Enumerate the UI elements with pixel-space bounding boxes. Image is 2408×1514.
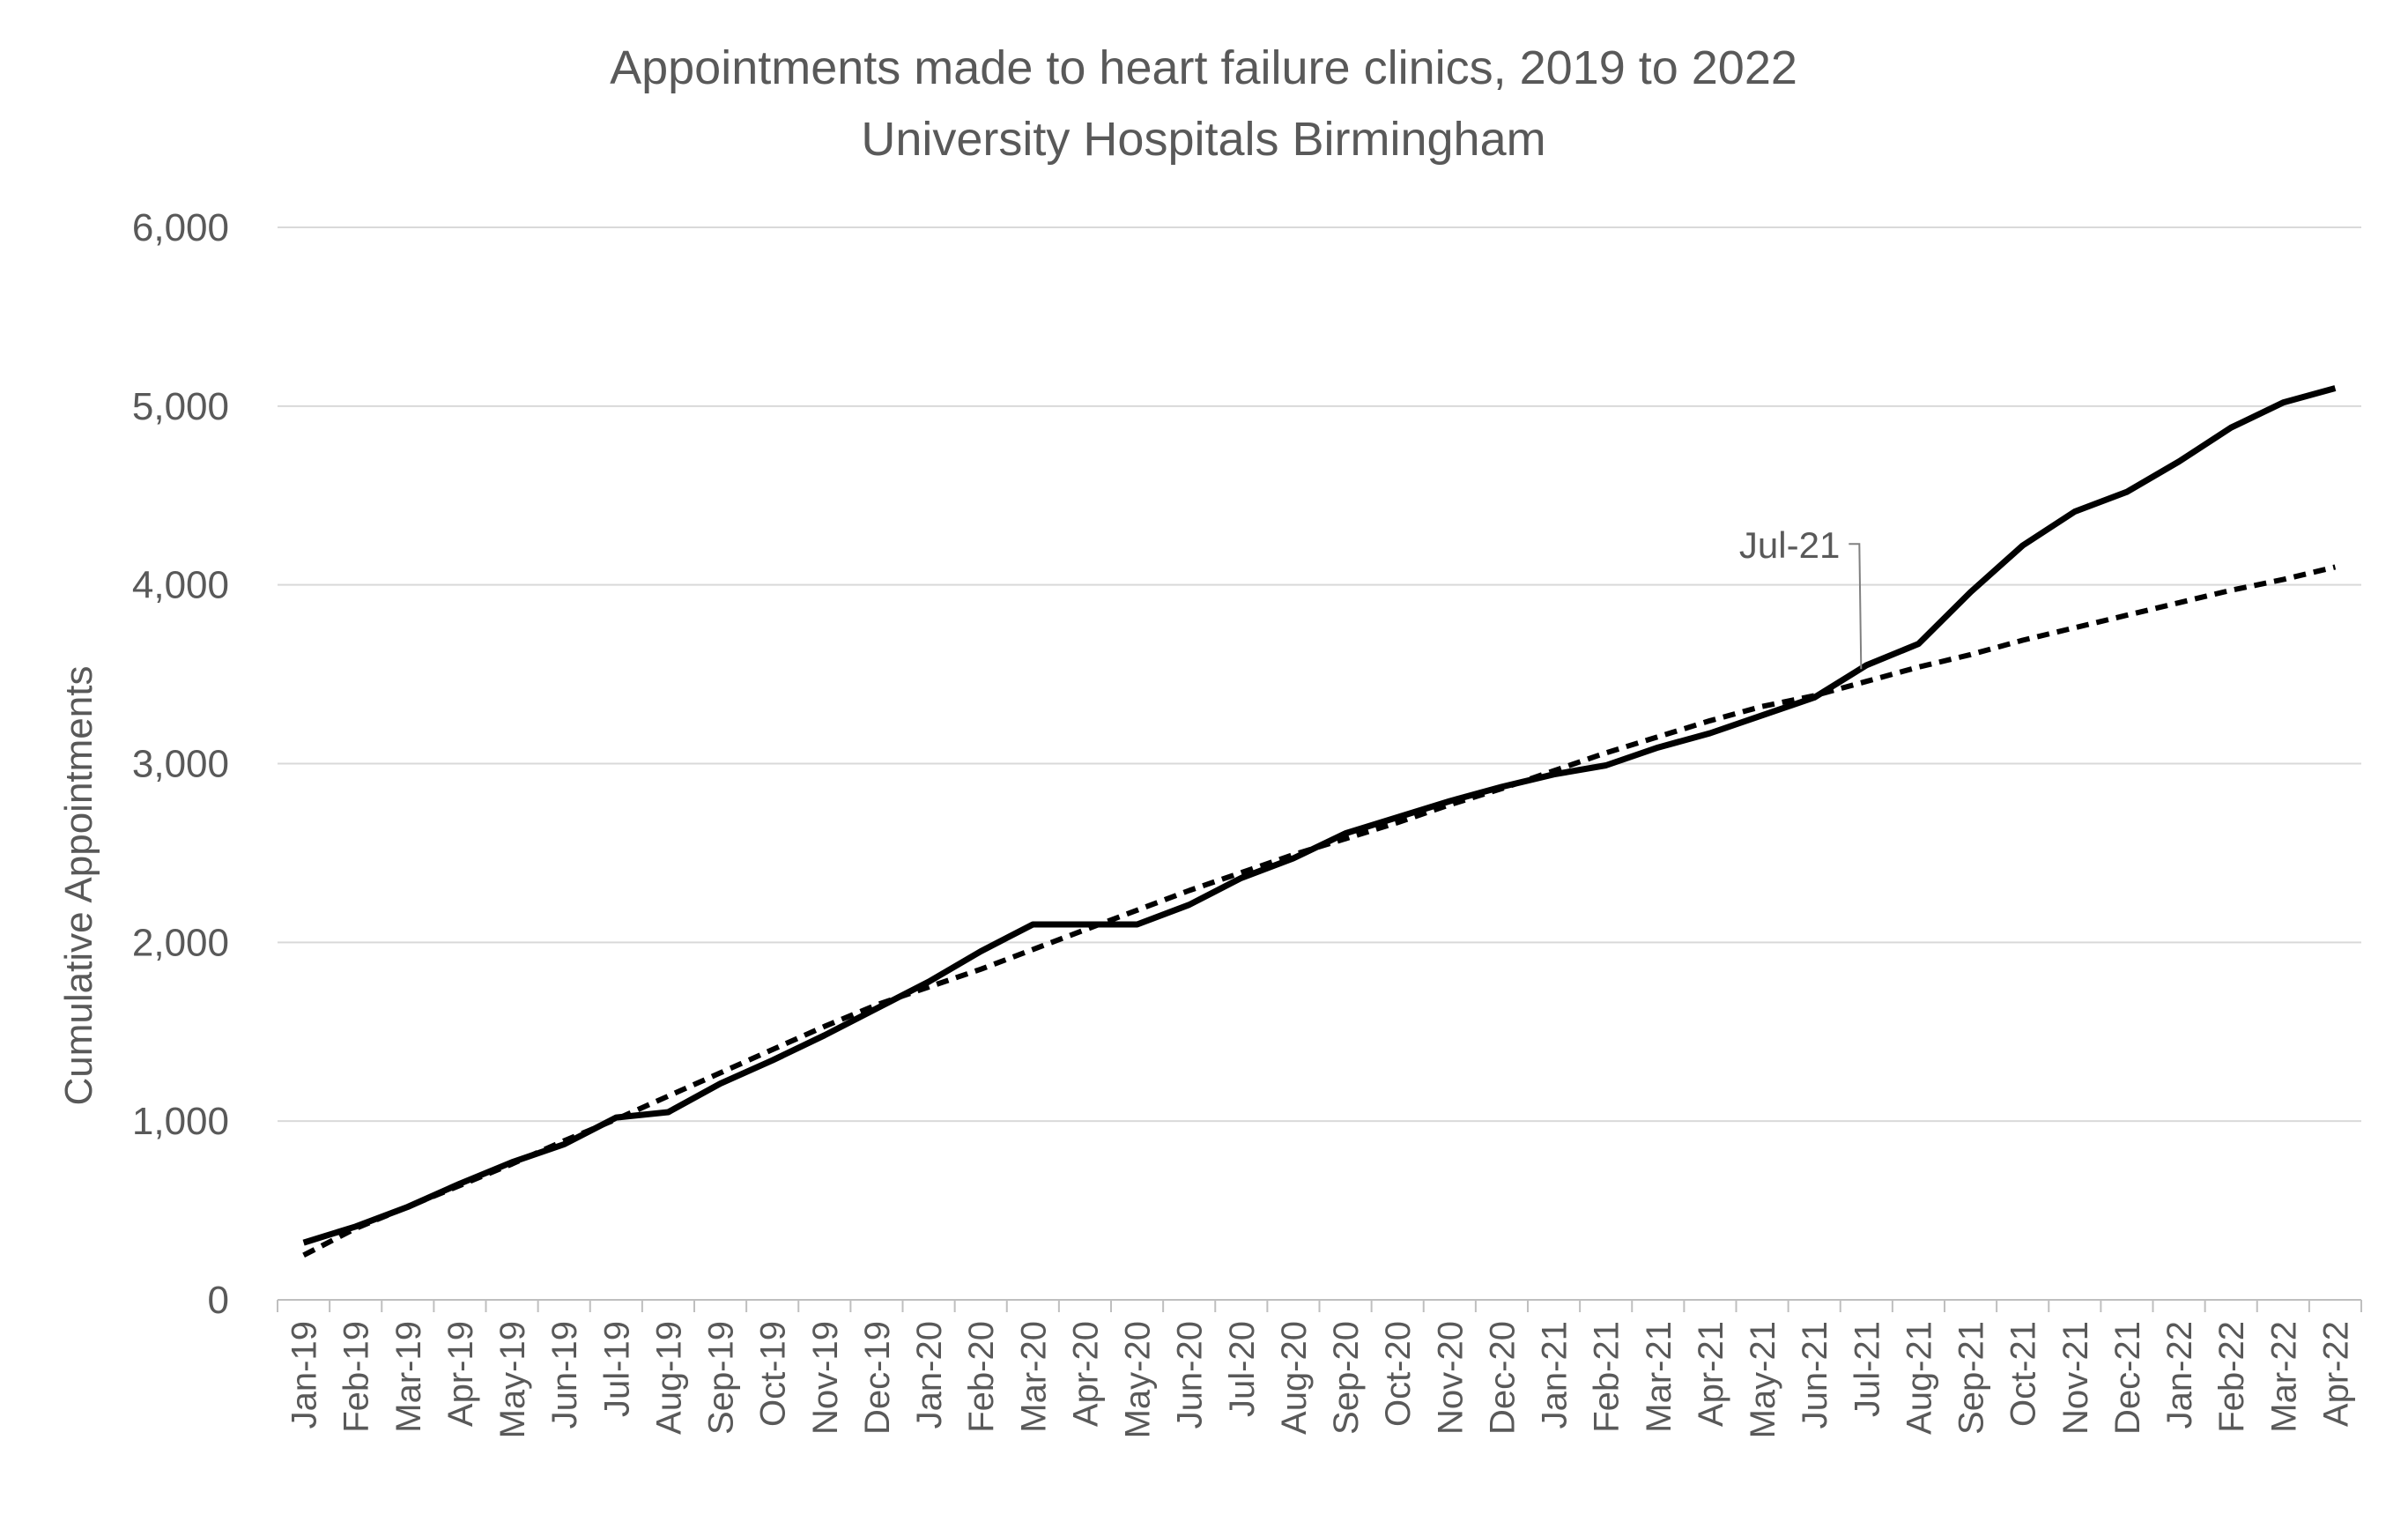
annotation-leader <box>1849 544 1861 669</box>
x-tick-label: Jun-21 <box>1796 1321 1834 1429</box>
y-tick-label: 4,000 <box>132 564 229 607</box>
x-tick-label: Sep-21 <box>1952 1321 1991 1435</box>
annotations: Jul-21 <box>1739 524 1861 669</box>
x-tick-label: Nov-21 <box>2056 1321 2095 1435</box>
series-lines <box>303 388 2335 1255</box>
actual-line-solid <box>304 389 2336 1243</box>
x-tick-label: Aug-21 <box>1900 1321 1938 1435</box>
y-tick-label: 5,000 <box>132 385 229 428</box>
x-tick-label: Jan-20 <box>910 1321 949 1429</box>
y-tick-label: 0 <box>208 1279 229 1322</box>
chart-subtitle: University Hospitals Birmingham <box>861 113 1545 166</box>
x-tick-label: Jun-19 <box>545 1321 584 1429</box>
x-tick-label: Jul-20 <box>1223 1321 1262 1417</box>
axes: 0 1,000 2,000 3,000 4,000 5,000 6,000 Jan-19 Feb… <box>132 206 2361 1438</box>
x-tick-label: May-19 <box>493 1321 532 1438</box>
y-tick-label: 6,000 <box>132 206 229 249</box>
x-tick-label: Mar-19 <box>389 1321 428 1433</box>
x-tick-label: Apr-19 <box>441 1321 480 1427</box>
x-tick-label: Jan-22 <box>2160 1321 2199 1429</box>
x-tick-label: Jan-19 <box>285 1321 324 1429</box>
x-tick-label: May-21 <box>1744 1321 1782 1438</box>
x-tick-label: Dec-19 <box>858 1321 897 1435</box>
x-tick-label: Feb-19 <box>337 1321 376 1433</box>
x-tick-label: Oct-21 <box>2004 1321 2043 1427</box>
x-tick-label: Nov-20 <box>1431 1321 1470 1435</box>
x-tick-label: Jul-21 <box>1848 1321 1886 1417</box>
x-tick-label: Oct-20 <box>1379 1321 1418 1427</box>
x-tick-label: Aug-19 <box>649 1321 688 1435</box>
y-tick-label: 3,000 <box>132 743 229 786</box>
x-tick-label: Feb-22 <box>2212 1321 2251 1433</box>
x-tick-label: Sep-20 <box>1327 1321 1366 1435</box>
x-tick-label: Aug-20 <box>1275 1321 1314 1435</box>
x-tick-label: Apr-22 <box>2316 1321 2355 1427</box>
chart-title: Appointments made to heart failure clini… <box>610 41 1797 94</box>
x-tick-label: Feb-20 <box>962 1321 1001 1433</box>
x-tick-label: May-20 <box>1119 1321 1158 1438</box>
x-tick-label: Jan-21 <box>1536 1321 1574 1429</box>
annotation-label: Jul-21 <box>1739 524 1840 566</box>
x-tick-label: Apr-20 <box>1066 1321 1105 1427</box>
x-tick-label: Mar-22 <box>2264 1321 2303 1433</box>
y-tick-label: 2,000 <box>132 921 229 964</box>
y-axis-label: Cumulative Appointments <box>57 666 100 1106</box>
x-tick-label: Oct-19 <box>754 1321 793 1427</box>
gridlines <box>278 227 2361 1121</box>
x-tick-label: Mar-21 <box>1640 1321 1678 1433</box>
x-tick-label: Sep-19 <box>702 1321 741 1435</box>
x-tick-label: Dec-20 <box>1483 1321 1522 1435</box>
x-tick-label: Jul-19 <box>597 1321 636 1417</box>
x-tick-label: Dec-21 <box>2108 1321 2147 1435</box>
x-tick-label: Jun-20 <box>1171 1321 1210 1429</box>
x-tick-label: Apr-21 <box>1692 1321 1730 1427</box>
x-tick-label: Mar-20 <box>1014 1321 1053 1433</box>
y-tick-label: 1,000 <box>132 1100 229 1143</box>
x-tick-label: Nov-19 <box>806 1321 845 1435</box>
trend-line-dashed <box>304 567 2336 1255</box>
x-tick-label: Feb-21 <box>1588 1321 1626 1433</box>
